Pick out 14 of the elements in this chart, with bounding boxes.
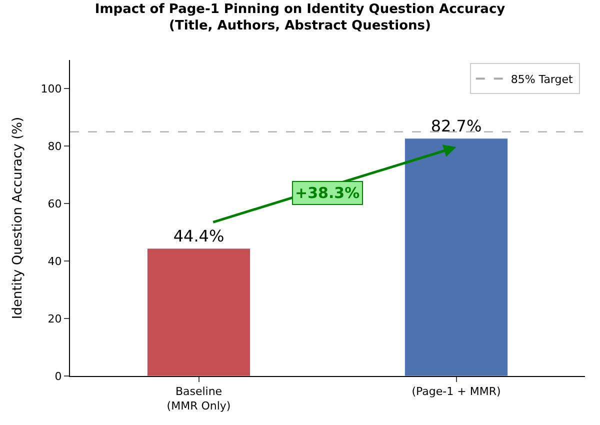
legend-label: 85% Target <box>510 72 574 86</box>
data-label: 44.4% <box>173 226 224 246</box>
y-axis-title: Identity Question Accuracy (%) <box>10 116 26 320</box>
y-tick-label: 0 <box>54 370 62 383</box>
y-tick-label: 20 <box>48 312 62 326</box>
y-tick-label: 100 <box>40 82 62 96</box>
y-tick-label: 80 <box>48 140 62 154</box>
data-label: 82.7% <box>430 116 482 136</box>
y-tick-label: 40 <box>48 254 62 268</box>
y-tick-label: 60 <box>48 197 62 210</box>
chart-title: Impact of Page-1 Pinning on Identity Question Accuracy (Title, Authors, Abstract Questions) <box>94 2 506 34</box>
annotation: +38.3% <box>295 184 360 202</box>
x-tick-label: Baseline (MMR Only) <box>166 385 231 412</box>
x-tick-label: (Page-1 + MMR) <box>412 385 501 398</box>
